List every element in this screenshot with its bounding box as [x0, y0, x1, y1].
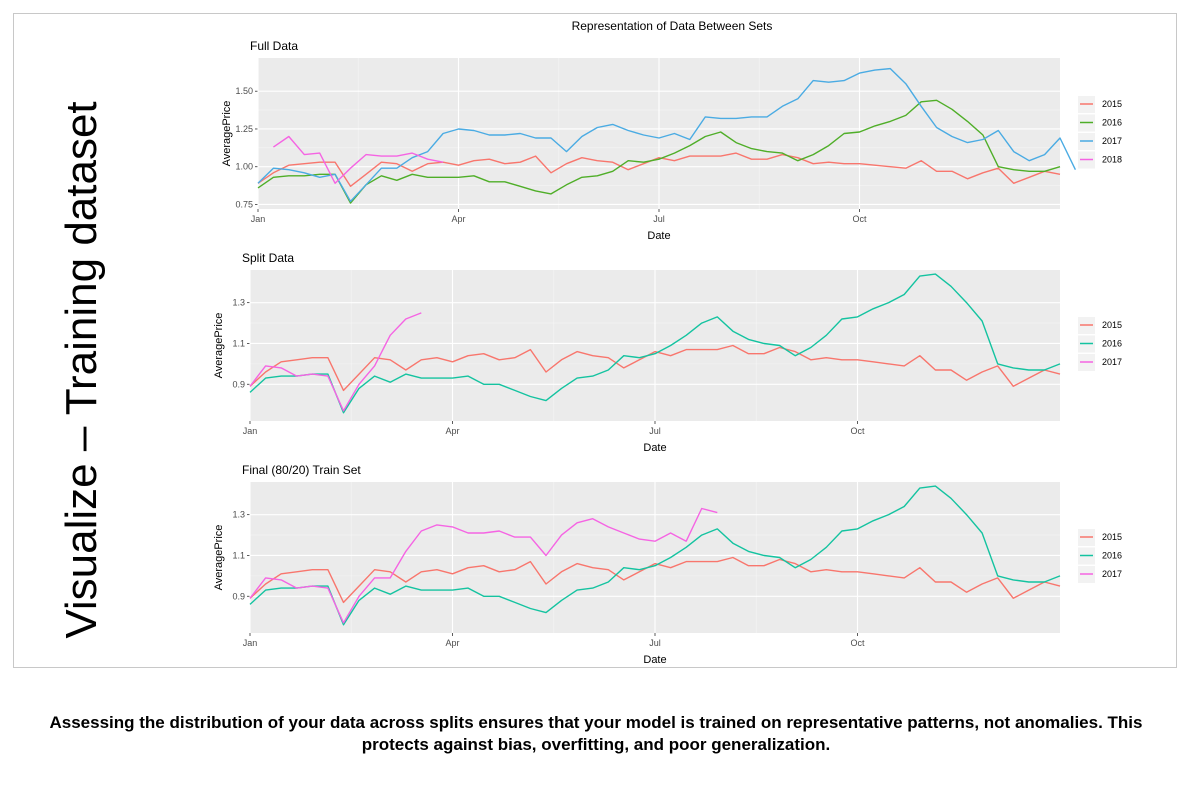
y-tick-label: 0.9	[232, 379, 245, 389]
legend-label: 2018	[1102, 155, 1122, 165]
y-tick-label: 1.25	[235, 124, 253, 134]
series-line-2017	[249, 507, 718, 624]
chart-panel-1: Full Data 0.75 1.00 1.25 1.50 Jan Apr Jul Oct Dat…	[221, 39, 1122, 242]
y-tick-label: 1.1	[232, 550, 245, 560]
x-tick-label: Oct	[850, 426, 865, 436]
series-line-2016	[249, 273, 1061, 414]
y-tick-label: 1.3	[232, 298, 245, 308]
y-tick-label: 1.50	[235, 86, 253, 96]
y-tick-label: 1.1	[232, 338, 245, 348]
legend-label: 2017	[1102, 357, 1122, 367]
x-axis-title: Date	[643, 442, 666, 454]
chart-panel-3: Final (80/20) Train Set 0.9 1.1 1.3 Jan Apr Ju…	[213, 463, 1122, 666]
chart-panel-2: Split Data 0.9 1.1 1.3 Jan Apr Jul Oct Date Avera…	[213, 251, 1122, 454]
series-line-2018	[273, 135, 444, 185]
x-tick-label: Oct	[852, 214, 867, 224]
legend-label: 2015	[1102, 99, 1122, 109]
x-tick-label: Jan	[251, 214, 266, 224]
series-line-2015	[249, 344, 1061, 392]
legend-label: 2017	[1102, 569, 1122, 579]
series-line-2017	[257, 67, 1077, 203]
figure-title: Representation of Data Between Sets	[572, 19, 773, 33]
legend: 2015 2016 2017	[1078, 529, 1122, 583]
chart-panels: Full Data 0.75 1.00 1.25 1.50 Jan Apr Jul Oct Dat…	[213, 39, 1122, 666]
series-line-2015	[257, 152, 1061, 188]
caption: Assessing the distribution of your data …	[49, 713, 1143, 754]
x-tick-label: Apr	[445, 426, 459, 436]
x-tick-label: Jan	[243, 638, 258, 648]
legend-label: 2015	[1102, 320, 1122, 330]
y-axis-title: AveragePrice	[213, 313, 225, 379]
x-tick-label: Apr	[445, 638, 459, 648]
legend-label: 2016	[1102, 118, 1122, 128]
series-line-2017	[249, 312, 422, 412]
legend: 2015 2016 2017	[1078, 317, 1122, 371]
x-tick-label: Jul	[653, 214, 665, 224]
legend-label: 2016	[1102, 339, 1122, 349]
series-line-2016	[249, 485, 1061, 626]
y-axis-title: AveragePrice	[221, 101, 233, 167]
x-tick-label: Oct	[850, 638, 865, 648]
panel-title: Final (80/20) Train Set	[242, 463, 361, 477]
y-axis-title: AveragePrice	[213, 525, 225, 591]
x-axis-title: Date	[647, 230, 670, 242]
series-line-2015	[249, 556, 1061, 604]
legend-label: 2016	[1102, 551, 1122, 561]
y-tick-label: 0.9	[232, 591, 245, 601]
x-tick-label: Jul	[649, 426, 661, 436]
y-tick-label: 1.00	[235, 162, 253, 172]
x-tick-label: Apr	[451, 214, 465, 224]
legend: 2015 2016 2017 2018	[1078, 96, 1122, 169]
x-tick-label: Jul	[649, 638, 661, 648]
x-axis-title: Date	[643, 654, 666, 666]
x-tick-label: Jan	[243, 426, 258, 436]
legend-label: 2017	[1102, 136, 1122, 146]
y-tick-label: 1.3	[232, 510, 245, 520]
series-line-2016	[257, 99, 1061, 204]
y-tick-label: 0.75	[235, 199, 253, 209]
panel-title: Split Data	[242, 251, 294, 265]
legend-label: 2015	[1102, 532, 1122, 542]
panel-title: Full Data	[250, 39, 298, 53]
